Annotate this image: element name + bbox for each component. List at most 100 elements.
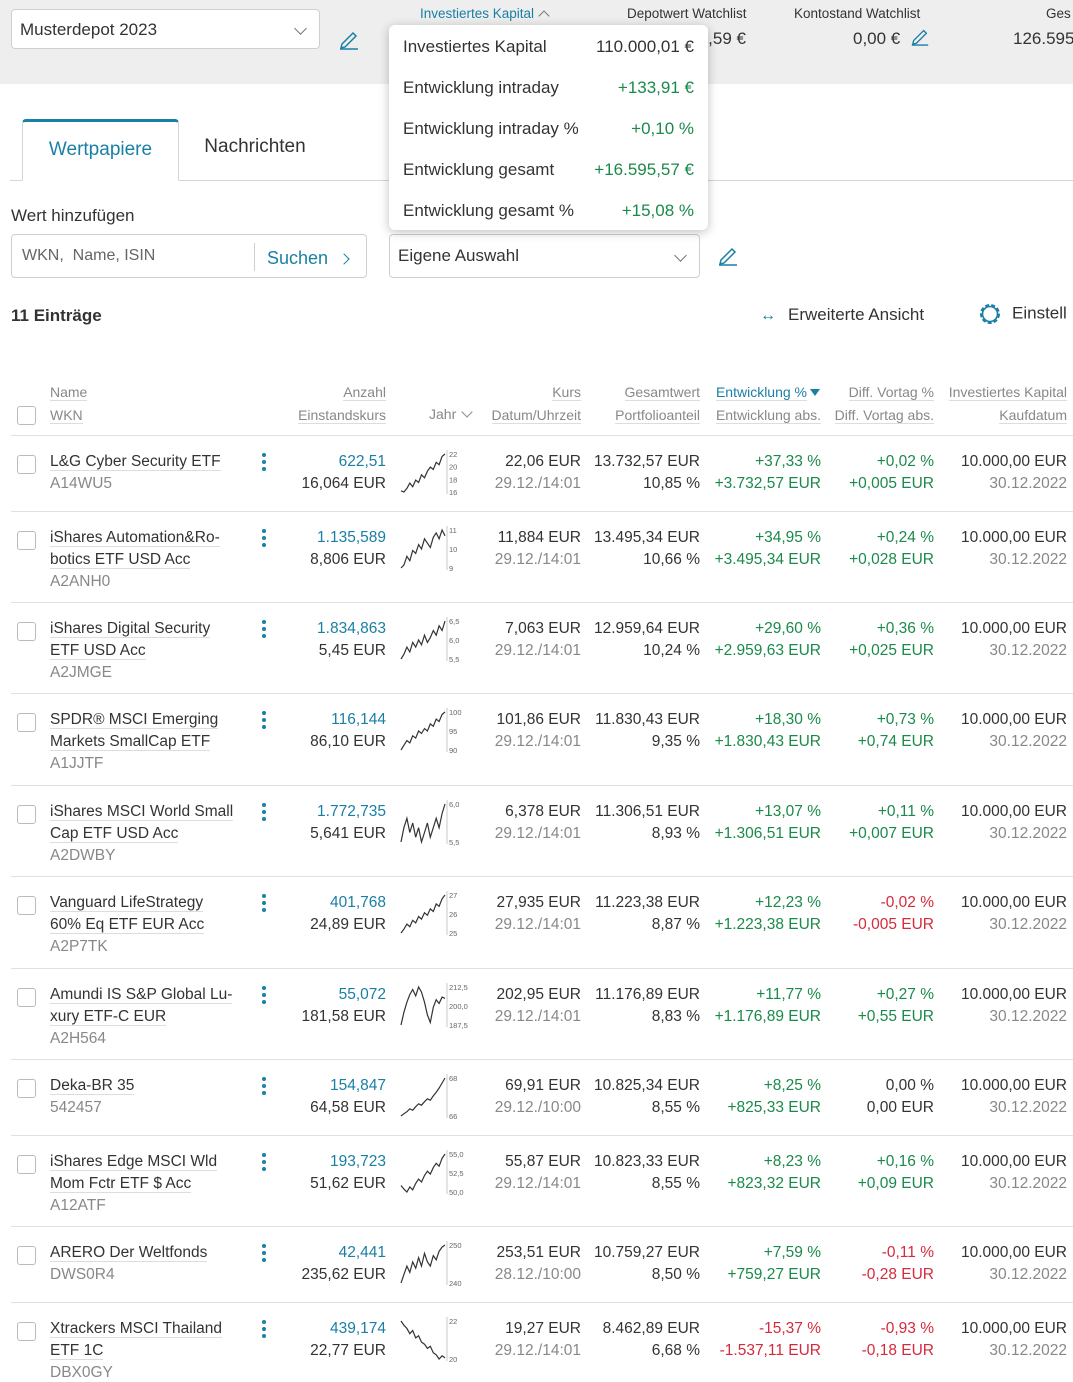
settings-button[interactable]: Einstell <box>978 302 1067 326</box>
anzahl-value[interactable]: 622,51 <box>338 453 386 470</box>
security-name[interactable]: Amundi IS S&P Global Lu- <box>50 986 233 1004</box>
anzahl-value[interactable]: 1.135,589 <box>317 529 386 546</box>
security-name-continued[interactable]: botics ETF USD Acc <box>50 551 191 569</box>
gesamtwert-value: 11.223,38 EUR <box>595 894 700 911</box>
row-checkbox[interactable] <box>17 805 36 824</box>
entwicklung-abs-value: +1.176,89 EUR <box>714 1008 821 1025</box>
search-button[interactable]: Suchen <box>267 248 350 269</box>
edit-kontostand-pencil-icon[interactable] <box>910 26 930 46</box>
security-name-continued[interactable]: Markets SmallCap ETF <box>50 733 211 751</box>
col-datum[interactable]: Datum/Uhrzeit <box>491 407 581 424</box>
chevron-up-icon <box>538 10 550 22</box>
col-diff-vortag-pct[interactable]: Diff. Vortag % <box>848 384 934 401</box>
row-checkbox[interactable] <box>17 1322 36 1341</box>
row-checkbox[interactable] <box>17 455 36 474</box>
entwicklung-pct-value: +29,60 % <box>755 620 821 637</box>
row-checkbox[interactable] <box>17 1079 36 1098</box>
security-wkn: DBX0GY <box>50 1364 113 1381</box>
security-name[interactable]: Xtrackers MSCI Thailand <box>50 1320 222 1338</box>
security-name[interactable]: iShares Automation&Ro- <box>50 529 220 547</box>
security-search-input[interactable] <box>13 236 253 276</box>
entwicklung-pct-value: -15,37 % <box>758 1320 821 1337</box>
col-portfolioanteil[interactable]: Portfolioanteil <box>615 407 700 424</box>
more-options-icon[interactable] <box>258 453 270 475</box>
security-name-continued[interactable]: xury ETF-C EUR <box>50 1008 167 1026</box>
selection-dropdown[interactable]: Eigene Auswahl <box>389 234 700 278</box>
security-name-continued[interactable]: ETF USD Acc <box>50 642 146 660</box>
more-options-icon[interactable] <box>258 1320 270 1342</box>
entwicklung-abs-value: +3.732,57 EUR <box>714 475 821 492</box>
col-kaufdatum[interactable]: Kaufdatum <box>999 407 1067 424</box>
anzahl-value[interactable]: 42,441 <box>338 1244 386 1261</box>
more-options-icon[interactable] <box>258 1153 270 1175</box>
col-entwicklung-abs[interactable]: Entwicklung abs. <box>715 407 821 424</box>
popup-row-total-pct: Entwicklung gesamt % +15,08 % <box>403 189 694 230</box>
col-anzahl[interactable]: Anzahl <box>343 384 386 401</box>
diff-vortag-pct-value: -0,93 % <box>880 1320 934 1337</box>
row-checkbox[interactable] <box>17 896 36 915</box>
gesamtwert-value: 8.462,89 EUR <box>602 1320 700 1337</box>
security-name[interactable]: iShares MSCI World Small <box>50 803 234 821</box>
col-gesamtwert[interactable]: Gesamtwert <box>624 384 700 401</box>
col-investiertes-kapital[interactable]: Investiertes Kapital <box>948 384 1067 401</box>
table-row: ARERO Der Weltfonds DWS0R4 42,441 235,62 EU… <box>0 1227 1073 1302</box>
entwicklung-pct-value: +8,23 % <box>763 1153 821 1170</box>
kurs-value: 69,91 EUR <box>505 1077 581 1094</box>
more-options-icon[interactable] <box>258 894 270 916</box>
more-options-icon[interactable] <box>258 803 270 825</box>
more-options-icon[interactable] <box>258 1077 270 1099</box>
anzahl-value[interactable]: 1.772,735 <box>317 803 386 820</box>
security-name-continued[interactable]: 60% Eq ETF EUR Acc <box>50 916 205 934</box>
anzahl-value[interactable]: 55,072 <box>338 986 386 1003</box>
col-diff-vortag-abs[interactable]: Diff. Vortag abs. <box>834 407 934 424</box>
anzahl-value[interactable]: 439,174 <box>329 1320 386 1337</box>
diff-vortag-pct-value: +0,11 % <box>877 803 934 820</box>
anzahl-value[interactable]: 154,847 <box>329 1077 386 1094</box>
more-options-icon[interactable] <box>258 529 270 551</box>
depot-select[interactable]: Musterdepot 2023 <box>11 9 320 49</box>
col-entwicklung-pct-sorted[interactable]: Entwicklung % <box>715 384 820 401</box>
divider <box>11 876 1073 877</box>
row-checkbox[interactable] <box>17 713 36 732</box>
row-checkbox[interactable] <box>17 531 36 550</box>
einstandskurs-value: 51,62 EUR <box>310 1175 386 1192</box>
security-name[interactable]: iShares Edge MSCI Wld <box>50 1153 218 1171</box>
more-options-icon[interactable] <box>258 1244 270 1266</box>
divider <box>254 243 255 271</box>
tab-wertpapiere[interactable]: Wertpapiere <box>22 119 179 181</box>
einstandskurs-value: 5,45 EUR <box>318 642 386 659</box>
sparkline-tick-label: 26 <box>449 910 457 919</box>
anzahl-value[interactable]: 193,723 <box>329 1153 386 1170</box>
divider <box>11 693 1073 694</box>
select-all-checkbox[interactable] <box>17 406 36 425</box>
security-name[interactable]: Deka-BR 35 <box>50 1077 135 1095</box>
more-options-icon[interactable] <box>258 986 270 1008</box>
col-name[interactable]: Name <box>50 384 88 401</box>
row-checkbox[interactable] <box>17 988 36 1007</box>
edit-selection-pencil-icon[interactable] <box>717 244 739 266</box>
col-einstandskurs[interactable]: Einstandskurs <box>298 407 386 424</box>
security-name-continued[interactable]: ETF 1C <box>50 1342 104 1360</box>
edit-depot-pencil-icon[interactable] <box>338 28 360 50</box>
tab-nachrichten[interactable]: Nachrichten <box>204 136 306 157</box>
security-name-continued[interactable]: Cap ETF USD Acc <box>50 825 179 843</box>
security-name-continued[interactable]: Mom Fctr ETF $ Acc <box>50 1175 192 1193</box>
anzahl-value[interactable]: 116,144 <box>331 711 386 728</box>
more-options-icon[interactable] <box>258 620 270 642</box>
extended-view-button[interactable]: ↔ Erweiterte Ansicht <box>760 305 925 324</box>
more-options-icon[interactable] <box>258 711 270 733</box>
kpi-invested-capital-toggle[interactable]: Investiertes Kapital <box>420 6 550 22</box>
col-kurs[interactable]: Kurs <box>552 384 581 401</box>
security-name[interactable]: Vanguard LifeStrategy <box>50 894 204 912</box>
security-name[interactable]: ARERO Der Weltfonds <box>50 1244 208 1262</box>
security-name[interactable]: L&G Cyber Security ETF <box>50 453 221 471</box>
col-wkn[interactable]: WKN <box>50 407 83 424</box>
row-checkbox[interactable] <box>17 1155 36 1174</box>
row-checkbox[interactable] <box>17 1246 36 1265</box>
security-name[interactable]: iShares Digital Security <box>50 620 211 638</box>
row-checkbox[interactable] <box>17 622 36 641</box>
security-name[interactable]: SPDR® MSCI Emerging <box>50 711 219 729</box>
anzahl-value[interactable]: 401,768 <box>329 894 386 911</box>
anzahl-value[interactable]: 1.834,863 <box>317 620 386 637</box>
col-jahr[interactable]: Jahr <box>429 406 473 422</box>
